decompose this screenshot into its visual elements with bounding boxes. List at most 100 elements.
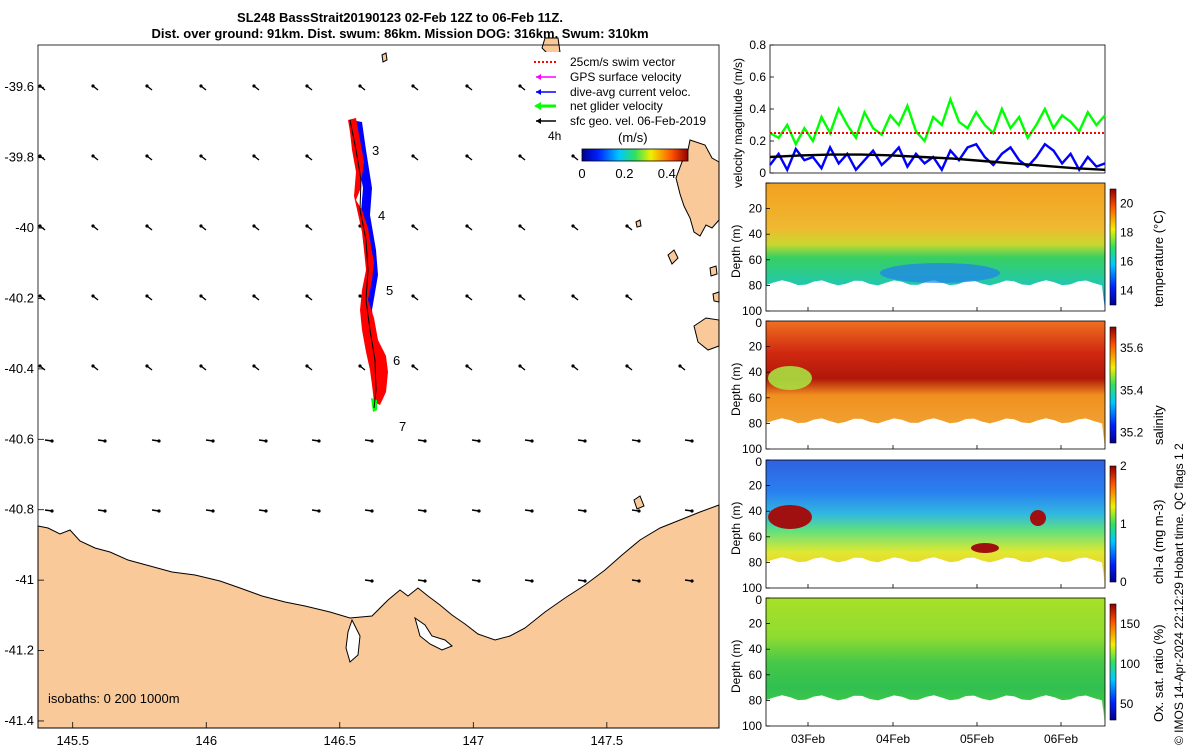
land-small-island-3 (635, 219, 642, 228)
velocity-series-line (769, 95, 1106, 147)
geo-vector-head (465, 364, 469, 368)
geo-vector-head (157, 509, 161, 513)
section-tick-label: 20 (749, 617, 763, 631)
geo-vector-head (411, 224, 415, 228)
geo-vector-head (477, 509, 481, 513)
velocity-ticks: 0 0.2 0.4 0.6 0.8 (749, 38, 774, 180)
geo-vector-head (199, 294, 203, 298)
geo-vector-head (477, 579, 481, 583)
section-tick-label: 60 (749, 668, 763, 682)
section-features (768, 263, 1046, 553)
section-colorbar-tick: 14 (1120, 284, 1134, 298)
section-panel: 0 20 40 60 80 100 Depth (m) 35.2 35.4 35.6 salinit… (729, 316, 1166, 456)
geo-vector-head (370, 509, 374, 513)
geo-vector-head (199, 84, 203, 88)
section-tick-label: 20 (749, 340, 763, 354)
geo-vector-head (583, 439, 587, 443)
map-colorbar-tick: 0.4 (658, 166, 676, 181)
section-colorbar-tick: 16 (1120, 255, 1134, 269)
geo-vector-head (38, 84, 42, 88)
gps-arrowhead-icon (536, 74, 541, 80)
section-colorbar-label: chl-a (mg m-3) (1151, 499, 1166, 584)
geo-vector-head (637, 509, 641, 513)
map-y-tick-label: -39.6 (4, 79, 34, 94)
geo-vector-head (571, 294, 575, 298)
geo-vector-head (103, 439, 107, 443)
geo-vector-head (637, 439, 641, 443)
geo-vector-head (423, 439, 427, 443)
section-x-tick-label: 05Feb (960, 732, 994, 746)
map-y-tick-label: -39.8 (4, 150, 34, 165)
velocity-tick-label: 0 (759, 166, 766, 180)
land-small-island-4 (381, 52, 388, 63)
map-y-tick-label: -40.4 (4, 361, 34, 376)
map-colorbar (581, 148, 689, 162)
land-tasmania (37, 504, 720, 729)
geo-vector-head (211, 509, 215, 513)
section-colorbar (1109, 465, 1117, 583)
geo-vector-head (518, 154, 522, 158)
geo-vector-head (252, 154, 256, 158)
section-tick-label: 60 (749, 391, 763, 405)
section-tick-label: 40 (749, 642, 763, 656)
section-tick-label: 80 (749, 278, 763, 292)
section-colorbar-tick: 100 (1120, 657, 1140, 671)
section-frame (765, 182, 1106, 312)
velocity-series-line (769, 153, 1106, 171)
geo-vector-head (91, 364, 95, 368)
legend-item-geo: sfc geo. vel. 06-Feb-2019 (536, 114, 706, 128)
map-x-tick-label: 146 (195, 733, 217, 748)
geo-vector-head (637, 579, 641, 583)
section-no-data-mask (766, 418, 1105, 449)
geo-vector-head (411, 154, 415, 158)
geo-vector-head (199, 364, 203, 368)
map-frame (37, 44, 720, 729)
geo-vector-head (145, 154, 149, 158)
net-arrowhead-icon (534, 102, 541, 110)
geo-vector-head (91, 224, 95, 228)
section-tick-label: 20 (749, 479, 763, 493)
map-colorbar-tick: 0 (578, 166, 585, 181)
geo-vector-head (50, 509, 54, 513)
legend-label-net: net glider velocity (570, 99, 663, 113)
section-panel: 0 20 40 60 80 100 Depth (m) 50 100 150 Ox. sat. ra… (729, 593, 1166, 733)
timescale-label: 4h (548, 129, 561, 143)
chla-max-patch-3 (971, 543, 999, 553)
chart-title-line2: Dist. over ground: 91km. Dist. swum: 86k… (151, 26, 649, 41)
section-colorbar (1109, 603, 1117, 721)
section-tick-label: 100 (742, 581, 762, 595)
glider-track (348, 118, 388, 412)
chla-max-patch-1 (768, 505, 812, 529)
geo-vector-head (264, 439, 268, 443)
section-frame (765, 597, 1106, 727)
geo-vector-head (91, 154, 95, 158)
geo-vector-head (625, 364, 629, 368)
geo-vector-head (625, 224, 629, 228)
geo-vector-head (423, 579, 427, 583)
geo-vector-head (571, 154, 575, 158)
geo-vector-head (252, 364, 256, 368)
section-tick-label: 100 (742, 304, 762, 318)
geo-vector-head (411, 294, 415, 298)
land-small-island-6 (712, 291, 720, 303)
geo-vector-head (317, 439, 321, 443)
geo-vector-head (530, 439, 534, 443)
glider-track-line (349, 119, 377, 409)
geo-vector-head (530, 579, 534, 583)
section-tick-label: 80 (749, 693, 763, 707)
geo-vector-head (571, 364, 575, 368)
section-tick-label: 0 (755, 455, 762, 469)
geo-vector-head (583, 509, 587, 513)
section-colorbar-tick: 2 (1120, 459, 1127, 473)
section-colorbar-tick: 35.2 (1120, 425, 1144, 439)
section-colorbar-tick: 18 (1120, 226, 1134, 240)
geo-vector-head (530, 509, 534, 513)
section-ylabel: Depth (m) (729, 225, 743, 278)
section-tick-label: 20 (749, 202, 763, 216)
day-label: 3 (372, 143, 379, 158)
geo-vector-head (571, 224, 575, 228)
chla-max-patch-2 (1030, 510, 1046, 526)
current-arrowhead-icon (536, 89, 541, 95)
section-ylabel: Depth (m) (729, 363, 743, 416)
geo-vector-head (305, 84, 309, 88)
